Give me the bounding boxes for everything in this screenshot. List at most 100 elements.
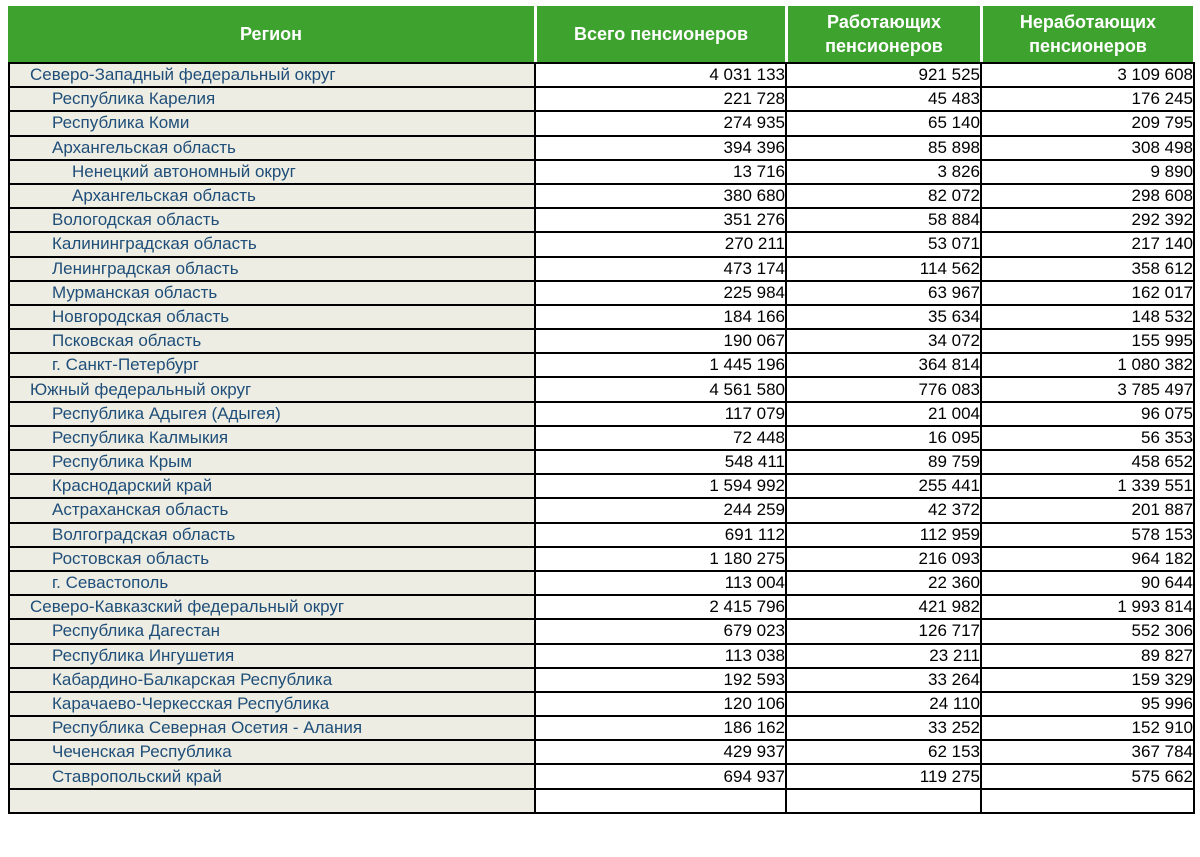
working-pensioners-cell: 364 814 [785,352,982,379]
working-pensioners-cell: 24 110 [785,690,982,718]
nonworking-pensioners-cell: 1 993 814 [980,594,1195,621]
region-cell: г. Севастополь [8,569,536,597]
working-pensioners-cell: 3 826 [785,158,982,185]
total-pensioners-cell: 473 174 [534,255,787,282]
nonworking-pensioners-cell: 176 245 [980,86,1195,113]
total-pensioners-cell: 351 276 [534,207,787,234]
pension-statistics-table: Регион Всего пенсионеров Работающих пенс… [8,6,1195,814]
total-pensioners-cell: 120 106 [534,690,787,718]
region-cell: Калининградская область [8,231,536,258]
total-pensioners-cell: 691 112 [534,521,787,548]
working-pensioners-cell: 85 898 [785,134,982,161]
table-row: Южный федеральный округ 4 561 580 776 083 3… [8,376,1195,403]
empty-cell [534,787,787,814]
table-row: Ненецкий автономный округ 13 716 3 826 9 89… [8,158,1195,185]
working-pensioners-cell: 23 211 [785,642,982,669]
table-row: Республика Коми 274 935 65 140 209 795 [8,110,1195,137]
total-pensioners-cell: 184 166 [534,303,787,331]
region-cell [8,787,536,814]
region-cell: Архангельская область [8,182,536,210]
nonworking-pensioners-cell: 89 827 [980,642,1195,669]
total-pensioners-cell: 113 004 [534,569,787,597]
working-pensioners-cell: 62 153 [785,739,982,766]
table-row: Республика Карелия 221 728 45 483 176 245 [8,86,1195,113]
nonworking-pensioners-cell: 1 339 551 [980,473,1195,500]
region-cell: Южный федеральный округ [8,376,536,403]
nonworking-pensioners-cell: 155 995 [980,328,1195,355]
table-row: Республика Северная Осетия - Алания 186 1… [8,715,1195,742]
total-pensioners-cell: 113 038 [534,642,787,669]
region-cell: Республика Северная Осетия - Алания [8,715,536,742]
working-pensioners-cell: 53 071 [785,231,982,258]
table-body: Северо-Западный федеральный округ 4 031 1… [8,61,1195,814]
working-pensioners-cell: 89 759 [785,448,982,476]
total-pensioners-cell: 429 937 [534,739,787,766]
region-cell: Вологодская область [8,207,536,234]
nonworking-pensioners-cell: 159 329 [980,666,1195,693]
region-cell: Северо-Западный федеральный округ [8,61,536,89]
region-cell: Краснодарский край [8,473,536,500]
working-pensioners-cell: 63 967 [785,279,982,306]
nonworking-pensioners-cell: 552 306 [980,618,1195,645]
nonworking-pensioners-cell: 308 498 [980,134,1195,161]
nonworking-pensioners-cell: 458 652 [980,448,1195,476]
region-cell: Ленинградская область [8,255,536,282]
working-pensioners-cell: 126 717 [785,618,982,645]
region-cell: Астраханская область [8,497,536,524]
table-row: Астраханская область 244 259 42 372 201 887 [8,497,1195,524]
total-pensioners-cell: 225 984 [534,279,787,306]
nonworking-pensioners-cell: 3 109 608 [980,61,1195,89]
table-row: Ленинградская область 473 174 114 562 358 6… [8,255,1195,282]
table-row: Псковская область 190 067 34 072 155 995 [8,328,1195,355]
table-row: г. Санкт-Петербург 1 445 196 364 814 1 080 … [8,352,1195,379]
total-pensioners-cell: 694 937 [534,763,787,790]
total-pensioners-cell: 2 415 796 [534,594,787,621]
total-pensioners-cell: 4 031 133 [534,61,787,89]
table-row: Северо-Западный федеральный округ 4 031 1… [8,61,1195,89]
nonworking-pensioners-cell: 148 532 [980,303,1195,331]
table-header-row: Регион Всего пенсионеров Работающих пенс… [8,6,1193,62]
total-pensioners-cell: 1 594 992 [534,473,787,500]
header-working-pensioners: Работающих пенсионеров [788,6,980,62]
table-row: Республика Ингушетия 113 038 23 211 89 827 [8,642,1195,669]
table-row: Кабардино-Балкарская Республика 192 593 33… [8,666,1195,693]
total-pensioners-cell: 4 561 580 [534,376,787,403]
working-pensioners-cell: 112 959 [785,521,982,548]
nonworking-pensioners-cell: 90 644 [980,569,1195,597]
total-pensioners-cell: 72 448 [534,424,787,452]
table-row: г. Севастополь 113 004 22 360 90 644 [8,569,1195,597]
total-pensioners-cell: 274 935 [534,110,787,137]
table-row: Мурманская область 225 984 63 967 162 017 [8,279,1195,306]
table-row: Архангельская область 394 396 85 898 308 49… [8,134,1195,161]
table-row: Ставропольский край 694 937 119 275 575 662 [8,763,1195,790]
total-pensioners-cell: 13 716 [534,158,787,185]
region-cell: Республика Адыгея (Адыгея) [8,400,536,427]
working-pensioners-cell: 921 525 [785,61,982,89]
table-row: Ростовская область 1 180 275 216 093 964 18… [8,545,1195,572]
nonworking-pensioners-cell: 217 140 [980,231,1195,258]
total-pensioners-cell: 221 728 [534,86,787,113]
working-pensioners-cell: 119 275 [785,763,982,790]
table-row: Калининградская область 270 211 53 071 217 … [8,231,1195,258]
total-pensioners-cell: 117 079 [534,400,787,427]
region-cell: Ненецкий автономный округ [8,158,536,185]
nonworking-pensioners-cell: 292 392 [980,207,1195,234]
working-pensioners-cell: 16 095 [785,424,982,452]
nonworking-pensioners-cell: 56 353 [980,424,1195,452]
total-pensioners-cell: 380 680 [534,182,787,210]
nonworking-pensioners-cell: 367 784 [980,739,1195,766]
total-pensioners-cell: 394 396 [534,134,787,161]
region-cell: Республика Ингушетия [8,642,536,669]
nonworking-pensioners-cell: 578 153 [980,521,1195,548]
table-row: Краснодарский край 1 594 992 255 441 1 339 … [8,473,1195,500]
total-pensioners-cell: 548 411 [534,448,787,476]
nonworking-pensioners-cell: 964 182 [980,545,1195,572]
working-pensioners-cell: 35 634 [785,303,982,331]
header-region: Регион [8,6,534,62]
table-row: Карачаево-Черкесская Республика 120 106 24… [8,690,1195,718]
total-pensioners-cell: 270 211 [534,231,787,258]
total-pensioners-cell: 190 067 [534,328,787,355]
working-pensioners-cell: 255 441 [785,473,982,500]
working-pensioners-cell: 22 360 [785,569,982,597]
region-cell: Северо-Кавказский федеральный округ [8,594,536,621]
